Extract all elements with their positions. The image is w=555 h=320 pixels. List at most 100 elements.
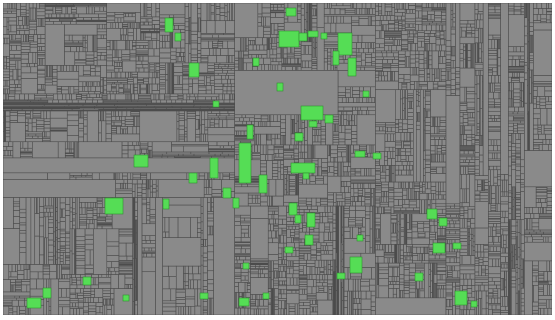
- treemap-cell: [225, 115, 236, 119]
- treemap-cell: [388, 181, 395, 188]
- treemap-cell: [218, 64, 226, 68]
- treemap-cell: [448, 70, 452, 81]
- treemap-cell: [56, 89, 62, 93]
- treemap-cell: [72, 202, 76, 210]
- treemap-cell: [381, 75, 385, 82]
- treemap-cell: [339, 9, 346, 15]
- treemap-cell: [76, 279, 82, 286]
- treemap-cell: [404, 21, 416, 25]
- treemap-cell: [24, 147, 29, 152]
- treemap-cell: [394, 71, 399, 82]
- treemap-cell: [178, 306, 182, 315]
- treemap-cell: [255, 299, 259, 307]
- treemap-cell: [435, 181, 439, 193]
- treemap-cell: [415, 10, 419, 19]
- treemap-cell: [192, 83, 199, 95]
- treemap-cell: [149, 191, 153, 198]
- treemap-cell: [244, 307, 249, 315]
- treemap-cell: [39, 206, 45, 214]
- treemap-cell: [186, 113, 196, 117]
- treemap-cell: [61, 268, 71, 275]
- treemap-cell: [273, 218, 276, 225]
- treemap-cell: [375, 126, 380, 132]
- treemap-cell: [240, 248, 246, 254]
- treemap-cell: [335, 3, 344, 7]
- treemap-cell: [180, 306, 184, 315]
- treemap-cell: [92, 202, 96, 209]
- treemap-cell: [344, 128, 352, 134]
- treemap-cell: [141, 256, 156, 273]
- treemap-cell: [358, 308, 362, 315]
- treemap-cell: [58, 300, 71, 306]
- treemap-cell: [134, 300, 138, 306]
- treemap-cell: [383, 257, 389, 264]
- treemap-cell: [125, 13, 129, 18]
- treemap-cell: [57, 93, 63, 101]
- treemap-cell: [337, 147, 347, 150]
- treemap-cell: [94, 71, 101, 77]
- treemap-cell: [415, 100, 419, 107]
- treemap-cell: [291, 154, 295, 159]
- treemap-cell: [50, 197, 54, 207]
- treemap-cell: [32, 3, 38, 9]
- treemap-cell: [390, 67, 399, 72]
- treemap-cell: [145, 240, 151, 244]
- treemap-cell: [228, 64, 235, 68]
- treemap-cell: [47, 227, 54, 234]
- treemap-cell: [400, 98, 403, 120]
- treemap-cell: [66, 120, 79, 126]
- treemap-cell: [281, 300, 286, 310]
- treemap-cell: [411, 224, 418, 228]
- treemap-cell: [78, 91, 89, 95]
- treemap-cell: [412, 260, 423, 264]
- treemap-cell: [330, 64, 334, 71]
- treemap-cell: [399, 265, 405, 276]
- treemap-cell: [238, 282, 246, 293]
- treemap-cell: [278, 298, 287, 302]
- treemap-cell: [311, 68, 318, 71]
- treemap-cell: [42, 268, 51, 272]
- treemap-cell: [403, 274, 410, 282]
- treemap-cell: [83, 114, 88, 119]
- treemap-cell: [82, 70, 91, 75]
- treemap-cell: [352, 290, 356, 299]
- treemap-cell: [197, 232, 202, 238]
- treemap-cell: [384, 37, 390, 41]
- treemap-cell: [43, 205, 54, 209]
- treemap-cell: [103, 34, 107, 40]
- treemap-cell: [236, 256, 240, 261]
- treemap-cell: [341, 97, 347, 103]
- treemap-cell: [403, 285, 410, 288]
- treemap-cell: [410, 140, 414, 149]
- treemap-cell: [121, 153, 129, 159]
- treemap-cell: [375, 192, 382, 198]
- treemap-cell: [319, 212, 323, 218]
- treemap-cell: [188, 43, 192, 54]
- treemap-cell: [121, 34, 125, 41]
- treemap-cell: [234, 216, 241, 222]
- treemap-cell: [27, 122, 33, 133]
- treemap-cell: [327, 55, 332, 59]
- treemap-cell: [93, 219, 98, 230]
- treemap-cell: [393, 205, 403, 209]
- treemap-cell: [368, 168, 372, 177]
- treemap-cell: [149, 214, 156, 218]
- treemap-cell: [327, 175, 342, 194]
- treemap-cell: [280, 114, 286, 120]
- treemap-cell: [435, 38, 442, 46]
- treemap-cell: [204, 172, 209, 180]
- treemap-cell: [369, 8, 373, 15]
- treemap-cell: [17, 264, 22, 271]
- treemap-cell: [356, 8, 361, 15]
- treemap-cell: [66, 110, 79, 116]
- treemap-cell: [116, 172, 120, 180]
- treemap-cell: [428, 251, 433, 256]
- treemap-cell: [390, 65, 399, 69]
- treemap-cell: [125, 34, 129, 41]
- treemap-cell: [361, 8, 366, 15]
- treemap-cell: [278, 215, 287, 220]
- treemap-cell: [83, 302, 89, 308]
- treemap-cell: [375, 162, 380, 166]
- treemap-cell: [337, 70, 376, 88]
- treemap-cell: [222, 86, 228, 92]
